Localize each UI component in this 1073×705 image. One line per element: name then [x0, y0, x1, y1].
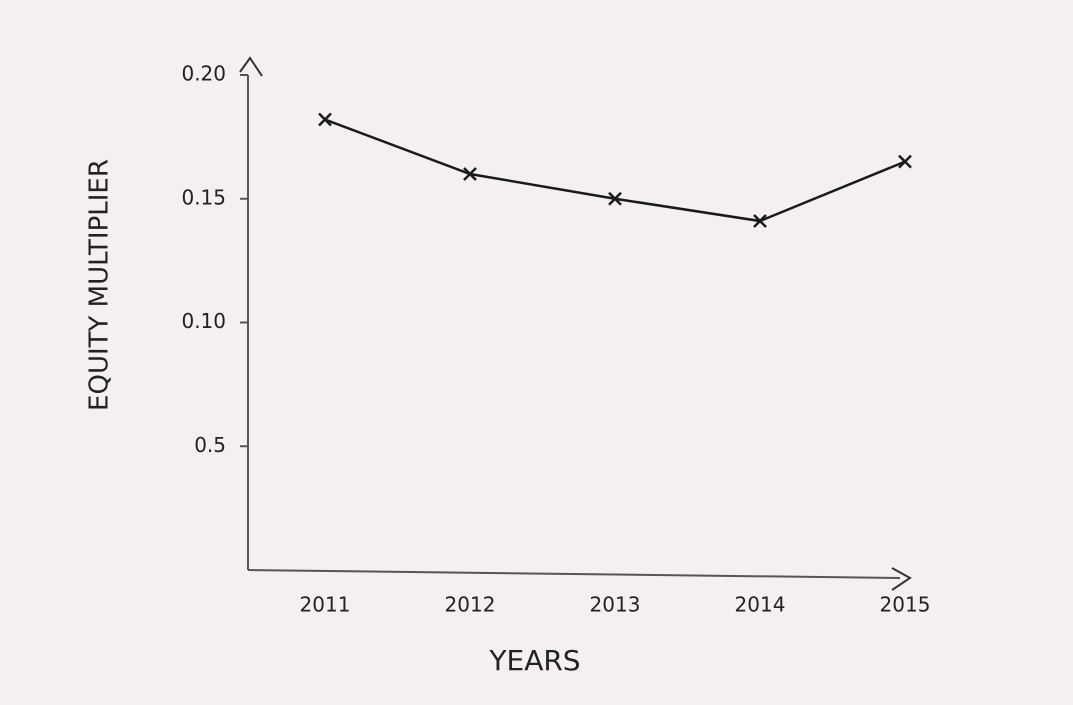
- data-point: [318, 112, 332, 127]
- y-axis-arrow: [239, 56, 263, 77]
- data-point: [898, 154, 912, 169]
- y-tick-label: 0.10: [181, 309, 226, 333]
- x-axis-label: YEARS: [488, 644, 580, 677]
- x-axis: [247, 569, 901, 579]
- y-axis-label: EQUITY MULTIPLIER: [85, 159, 115, 411]
- x-tick-label: 2013: [590, 593, 641, 617]
- x-tick-label: 2011: [300, 593, 351, 617]
- y-tick-label: 0.15: [181, 185, 226, 209]
- y-tick-label: 0.5: [194, 433, 226, 457]
- x-tick-label: 2015: [880, 593, 931, 617]
- data-point: [753, 214, 767, 228]
- x-tick-label: 2014: [735, 593, 786, 617]
- x-tick-label: 2012: [445, 593, 496, 617]
- y-tick-label: 0.20: [181, 62, 226, 86]
- x-axis-arrow: [891, 567, 912, 591]
- data-point: [463, 167, 477, 181]
- data-point: [608, 191, 622, 206]
